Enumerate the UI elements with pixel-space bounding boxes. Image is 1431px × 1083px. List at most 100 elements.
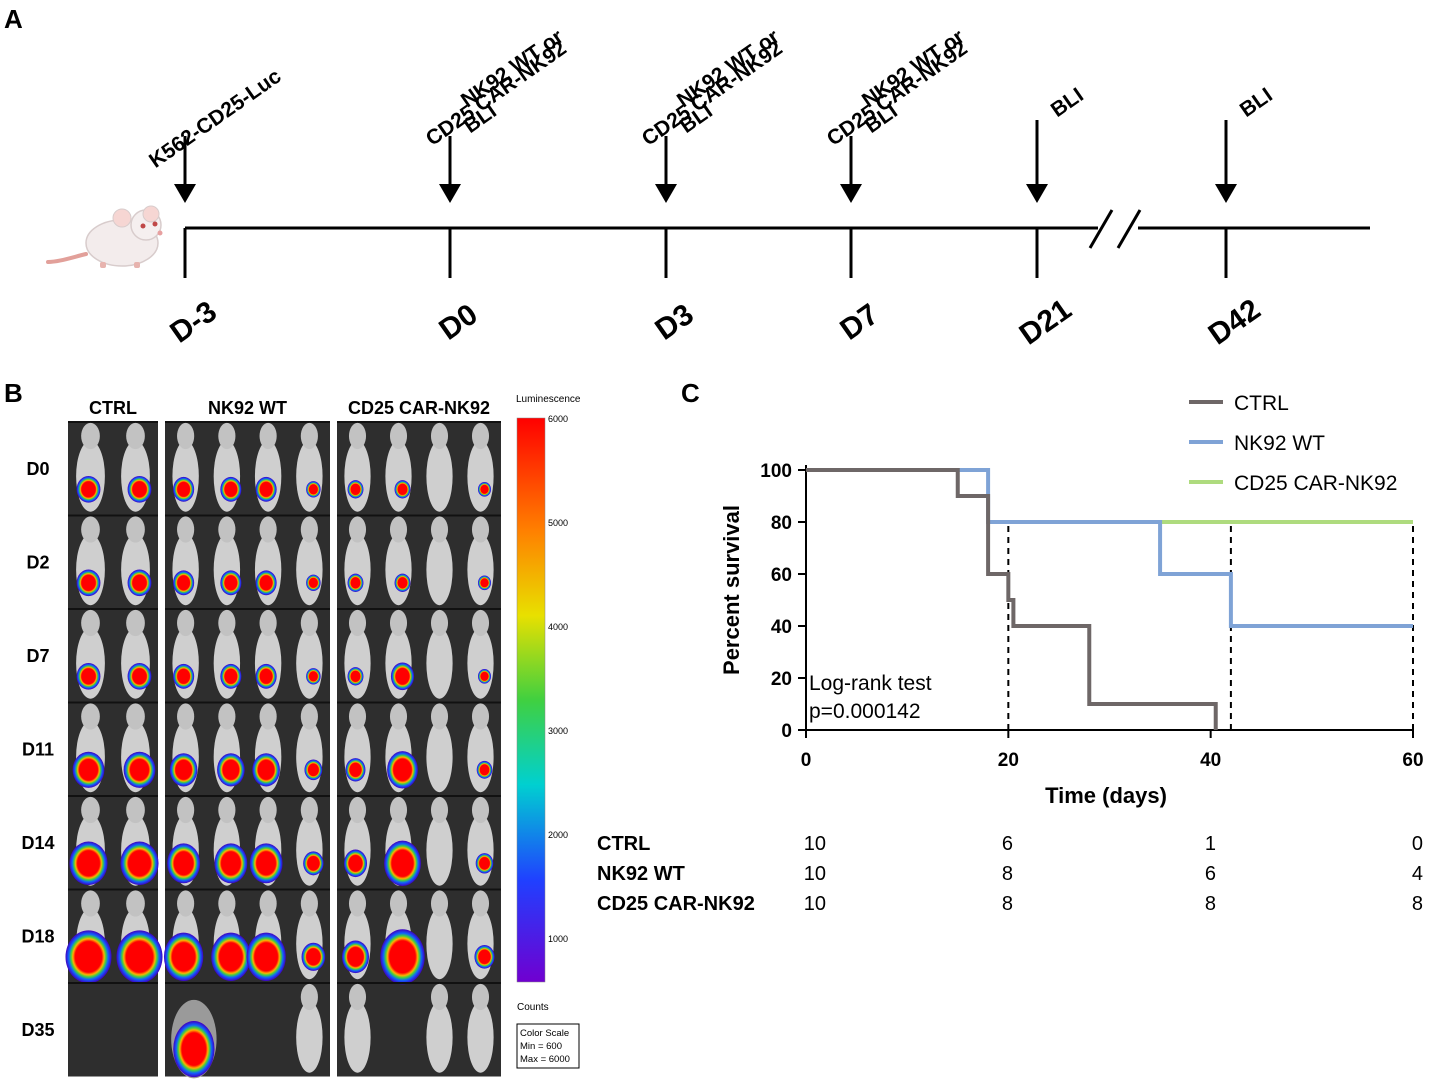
bli-signal <box>173 663 195 689</box>
bli-signal <box>163 932 204 982</box>
y-tick-label: 100 <box>760 461 792 482</box>
bli-signal <box>72 751 105 788</box>
colorbar-tick-label: 4000 <box>548 622 568 632</box>
bli-signal <box>255 476 277 502</box>
risk-table-cell: 8 <box>1001 893 1013 915</box>
bli-row-label: D7 <box>26 646 49 666</box>
mouse-silhouette <box>426 440 453 512</box>
bli-signal <box>220 663 242 689</box>
bli-signal <box>173 570 195 596</box>
colorbar-tick-label: 6000 <box>548 414 568 424</box>
colorbar-tick-label: 5000 <box>548 518 568 528</box>
y-tick-label: 0 <box>781 721 792 742</box>
colorbar-tick-label: 3000 <box>548 726 568 736</box>
bli-signal <box>127 475 152 503</box>
mouse-silhouette <box>296 721 323 793</box>
luminescence-colorbar: Luminescence 6000 5000 4000 3000 2000 1000 Co… <box>516 394 581 1069</box>
x-tick-label: 20 <box>998 750 1019 771</box>
mouse-silhouette <box>344 721 371 793</box>
bli-signal <box>65 930 112 984</box>
timeline-event-label: K562-CD25-Luc <box>145 65 286 173</box>
timeline-event-label: BLI <box>1236 84 1277 122</box>
mouse-silhouette <box>467 440 494 512</box>
timeline-event-label: BLI <box>1047 84 1088 122</box>
mouse-silhouette <box>426 908 453 980</box>
bli-signal <box>214 843 248 884</box>
bli-signal <box>76 475 101 503</box>
survival-chart: C 0 20 40 60 0 20 40 60 80 100 CTRL NK92 WT CD25 CA… <box>681 380 1424 808</box>
mouse-silhouette <box>296 1001 323 1073</box>
bli-signal <box>76 569 101 597</box>
arrowhead-icon <box>1215 184 1237 203</box>
mouse-silhouette <box>385 440 412 512</box>
log-rank-annotation: Log-rank test <box>809 672 932 695</box>
risk-table-cell: 10 <box>803 863 826 885</box>
bli-row-label: D0 <box>26 459 49 479</box>
x-tick-label: 60 <box>1402 750 1423 771</box>
survival-curve <box>806 468 1413 628</box>
bli-signal <box>127 662 152 690</box>
bli-signal <box>76 662 101 690</box>
bli-group-label: CTRL <box>89 398 137 418</box>
bli-signal <box>394 480 411 499</box>
bli-signal <box>306 481 321 498</box>
bli-signal <box>347 573 364 592</box>
timeline-day-label: D7 <box>834 298 884 347</box>
mouse-silhouette <box>344 627 371 699</box>
panel-b-letter: B <box>4 380 23 408</box>
bli-signal <box>306 668 321 685</box>
mouse-silhouette <box>426 534 453 606</box>
colorbar-unit: Counts <box>517 1002 549 1013</box>
bli-group-images <box>337 421 501 1077</box>
bli-group-label: CD25 CAR-NK92 <box>348 398 490 418</box>
color-scale-box <box>516 1023 580 1069</box>
bli-signal <box>477 482 492 497</box>
bli-signal <box>475 853 494 874</box>
bli-group-images <box>65 421 163 1077</box>
mouse-silhouette <box>296 534 323 606</box>
legend-label: CD25 CAR-NK92 <box>1234 472 1397 495</box>
bli-signal <box>255 570 277 596</box>
bli-signal <box>341 940 370 974</box>
panel-a-letter: A <box>4 4 23 34</box>
mouse-silhouette <box>467 1001 494 1073</box>
bli-group-label: NK92 WT <box>208 398 287 418</box>
colorbar-tick-label: 2000 <box>548 830 568 840</box>
timeline-day-label: D42 <box>1203 293 1267 352</box>
bli-signal <box>474 944 495 969</box>
legend-label: CTRL <box>1234 392 1289 415</box>
timeline-event-label: CD25 CAR-NK92 <box>638 37 787 151</box>
mouse-silhouette <box>467 814 494 886</box>
timeline-day-label: D0 <box>433 298 483 347</box>
mouse-icon <box>46 205 163 268</box>
bli-signal <box>387 751 418 789</box>
log-rank-annotation: p=0.000142 <box>809 700 921 723</box>
mouse-silhouette <box>344 534 371 606</box>
bli-signal <box>116 930 163 984</box>
axis-break-mark <box>1088 209 1114 249</box>
timeline-day-label: D21 <box>1014 293 1078 352</box>
y-tick-label: 60 <box>771 565 792 586</box>
colorbar-title: Luminescence <box>516 394 581 405</box>
timeline-event-d42: D42 BLI <box>1203 84 1277 352</box>
bli-row-label: D14 <box>21 833 54 853</box>
y-tick-label: 20 <box>771 669 792 690</box>
color-scale-text: Min = 600 <box>520 1041 562 1052</box>
survival-curve <box>806 468 1218 730</box>
bli-signal <box>345 758 366 782</box>
bli-images-panel: B CTRL NK92 WT CD25 CAR-NK92 D0 D2 D7 D11 D14 D… <box>4 380 581 1079</box>
timeline-day-label: D3 <box>649 298 699 347</box>
timeline-event-label: CD25 CAR-NK92 <box>422 37 571 151</box>
x-axis-label: Time (days) <box>1045 783 1167 808</box>
mouse-silhouette <box>467 721 494 793</box>
mouse-silhouette <box>426 1001 453 1073</box>
bli-signal <box>306 574 321 592</box>
x-tick-label: 40 <box>1200 750 1221 771</box>
bli-signal <box>347 667 364 686</box>
mouse-silhouette <box>426 814 453 886</box>
bli-signal <box>255 663 277 689</box>
bli-signal <box>69 841 108 886</box>
risk-table-row-label: CD25 CAR-NK92 <box>597 893 755 915</box>
